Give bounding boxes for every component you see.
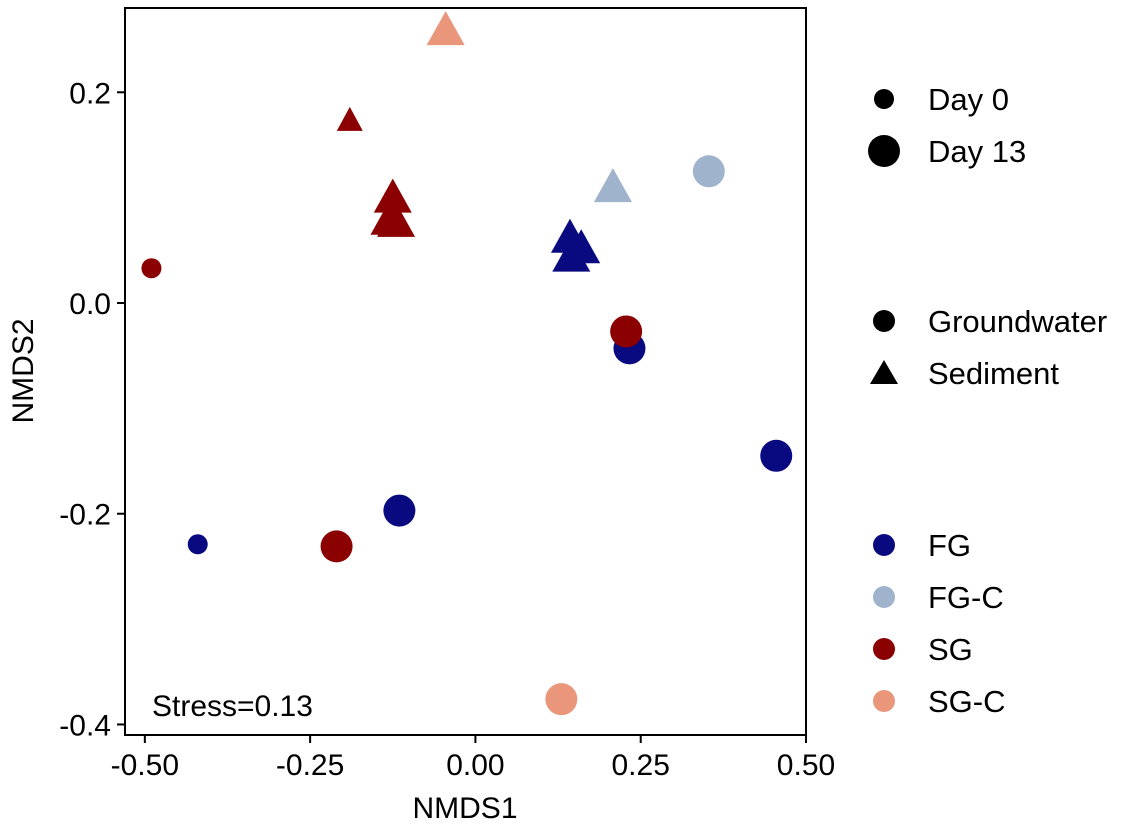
x-tick-label: 0.25 — [612, 749, 670, 782]
legend-color: FG FG-C SG SG-C — [873, 528, 1006, 719]
legend-color-key-fg — [873, 534, 895, 556]
legend-color-label-fg-c: FG-C — [928, 580, 1004, 615]
x-tick-label: -0.25 — [276, 749, 344, 782]
data-point-sg-c-sediment — [426, 11, 465, 46]
legend-color-label-sg: SG — [928, 632, 973, 667]
legend-size: Day 0 Day 13 — [868, 82, 1026, 169]
legend-shape-sediment-label: Sediment — [928, 356, 1059, 391]
data-point-sg-groundwater — [610, 315, 643, 348]
y-tick-label: -0.2 — [59, 499, 111, 532]
x-tick-label: -0.50 — [111, 749, 179, 782]
legend-size-day0-key — [874, 89, 894, 109]
legend-shape-sediment-key — [870, 360, 898, 384]
data-point-fg-groundwater — [187, 534, 208, 555]
legend-shape-groundwater-label: Groundwater — [928, 304, 1107, 339]
stress-annotation: Stress=0.13 — [152, 690, 313, 723]
legend: Day 0 Day 13 Groundwater Sediment FG FG-C… — [868, 82, 1107, 719]
x-axis: -0.50 -0.25 0.00 0.25 0.50 — [111, 735, 835, 782]
plot-area — [141, 11, 793, 716]
plot-frame — [124, 7, 807, 736]
y-tick-label: -0.4 — [59, 709, 111, 742]
data-point-sg-sediment — [377, 202, 416, 237]
data-point-sg-c-groundwater — [545, 683, 578, 716]
data-point-fg-sediment — [552, 237, 591, 272]
data-point-sg-groundwater — [320, 530, 353, 563]
data-point-fg-c-groundwater — [692, 155, 725, 188]
data-point-sg-groundwater — [141, 258, 162, 279]
x-axis-title: NMDS1 — [412, 792, 517, 825]
data-point-fg-groundwater — [760, 439, 793, 472]
legend-color-label-fg: FG — [928, 528, 971, 563]
legend-color-key-sg — [873, 638, 895, 660]
x-tick-label: 0.50 — [777, 749, 835, 782]
legend-size-day0-label: Day 0 — [928, 82, 1009, 117]
y-axis-title: NMDS2 — [7, 318, 40, 423]
legend-color-key-fg-c — [873, 586, 895, 608]
data-point-fg-groundwater — [383, 494, 416, 527]
y-tick-label: 0.0 — [69, 288, 111, 321]
legend-shape-groundwater-key — [873, 310, 895, 332]
legend-shape: Groundwater Sediment — [870, 304, 1107, 391]
x-tick-label: 0.00 — [446, 749, 504, 782]
data-point-sg-sediment — [336, 106, 363, 131]
data-point-fg-c-sediment — [593, 168, 632, 203]
legend-size-day13-label: Day 13 — [928, 134, 1026, 169]
legend-color-label-sg-c: SG-C — [928, 684, 1006, 719]
data-point-sg-sediment — [373, 178, 412, 213]
y-axis: -0.4 -0.2 0.0 0.2 — [59, 77, 125, 742]
legend-color-key-sg-c — [873, 690, 895, 712]
y-tick-label: 0.2 — [69, 77, 111, 110]
legend-size-day13-key — [868, 135, 900, 167]
